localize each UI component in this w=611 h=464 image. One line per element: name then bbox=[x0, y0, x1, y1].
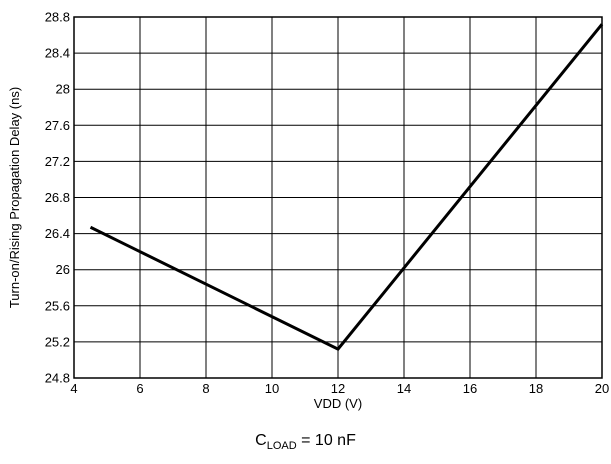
x-tick-label: 6 bbox=[136, 381, 143, 396]
x-tick-label: 20 bbox=[595, 381, 609, 396]
y-tick-label: 28 bbox=[56, 82, 70, 97]
y-tick-label: 26.4 bbox=[45, 226, 70, 241]
y-tick-label: 27.2 bbox=[45, 154, 70, 169]
plot-frame bbox=[73, 16, 603, 379]
x-tick-label: 10 bbox=[265, 381, 279, 396]
y-tick-label: 28.8 bbox=[45, 10, 70, 25]
x-axis-label: VDD (V) bbox=[314, 396, 362, 411]
chart-caption: CLOAD = 10 nF bbox=[0, 432, 611, 452]
y-tick-label: 24.8 bbox=[45, 371, 70, 386]
line-chart: 4 6 8 10 12 14 16 18 20 24.8 25.2 25.6 26 26.4 26.8 27… bbox=[7, 10, 609, 412]
x-tick-label: 12 bbox=[331, 381, 345, 396]
grid-lines bbox=[73, 16, 603, 379]
caption-rest: = 10 nF bbox=[296, 432, 356, 449]
y-tick-label: 25.6 bbox=[45, 298, 70, 313]
x-tick-label: 18 bbox=[529, 381, 543, 396]
x-tick-label: 14 bbox=[397, 381, 411, 396]
x-tick-label: 8 bbox=[202, 381, 209, 396]
x-tick-labels: 4 6 8 10 12 14 16 18 20 bbox=[70, 381, 609, 396]
y-tick-label: 27.6 bbox=[45, 118, 70, 133]
y-tick-label: 26 bbox=[56, 262, 70, 277]
y-tick-label: 25.2 bbox=[45, 334, 70, 349]
series-line bbox=[89, 23, 604, 351]
y-tick-labels: 24.8 25.2 25.6 26 26.4 26.8 27.2 27.6 28 28.4 28.8 bbox=[45, 10, 70, 386]
series-lines bbox=[89, 23, 604, 351]
y-tick-label: 26.8 bbox=[45, 190, 70, 205]
y-tick-label: 28.4 bbox=[45, 46, 70, 61]
caption-subscript: LOAD bbox=[266, 440, 297, 453]
caption-main: C bbox=[255, 432, 267, 449]
x-tick-label: 16 bbox=[463, 381, 477, 396]
y-axis-label: Turn-on/Rising Propagation Delay (ns) bbox=[7, 87, 22, 308]
x-tick-label: 4 bbox=[70, 381, 77, 396]
